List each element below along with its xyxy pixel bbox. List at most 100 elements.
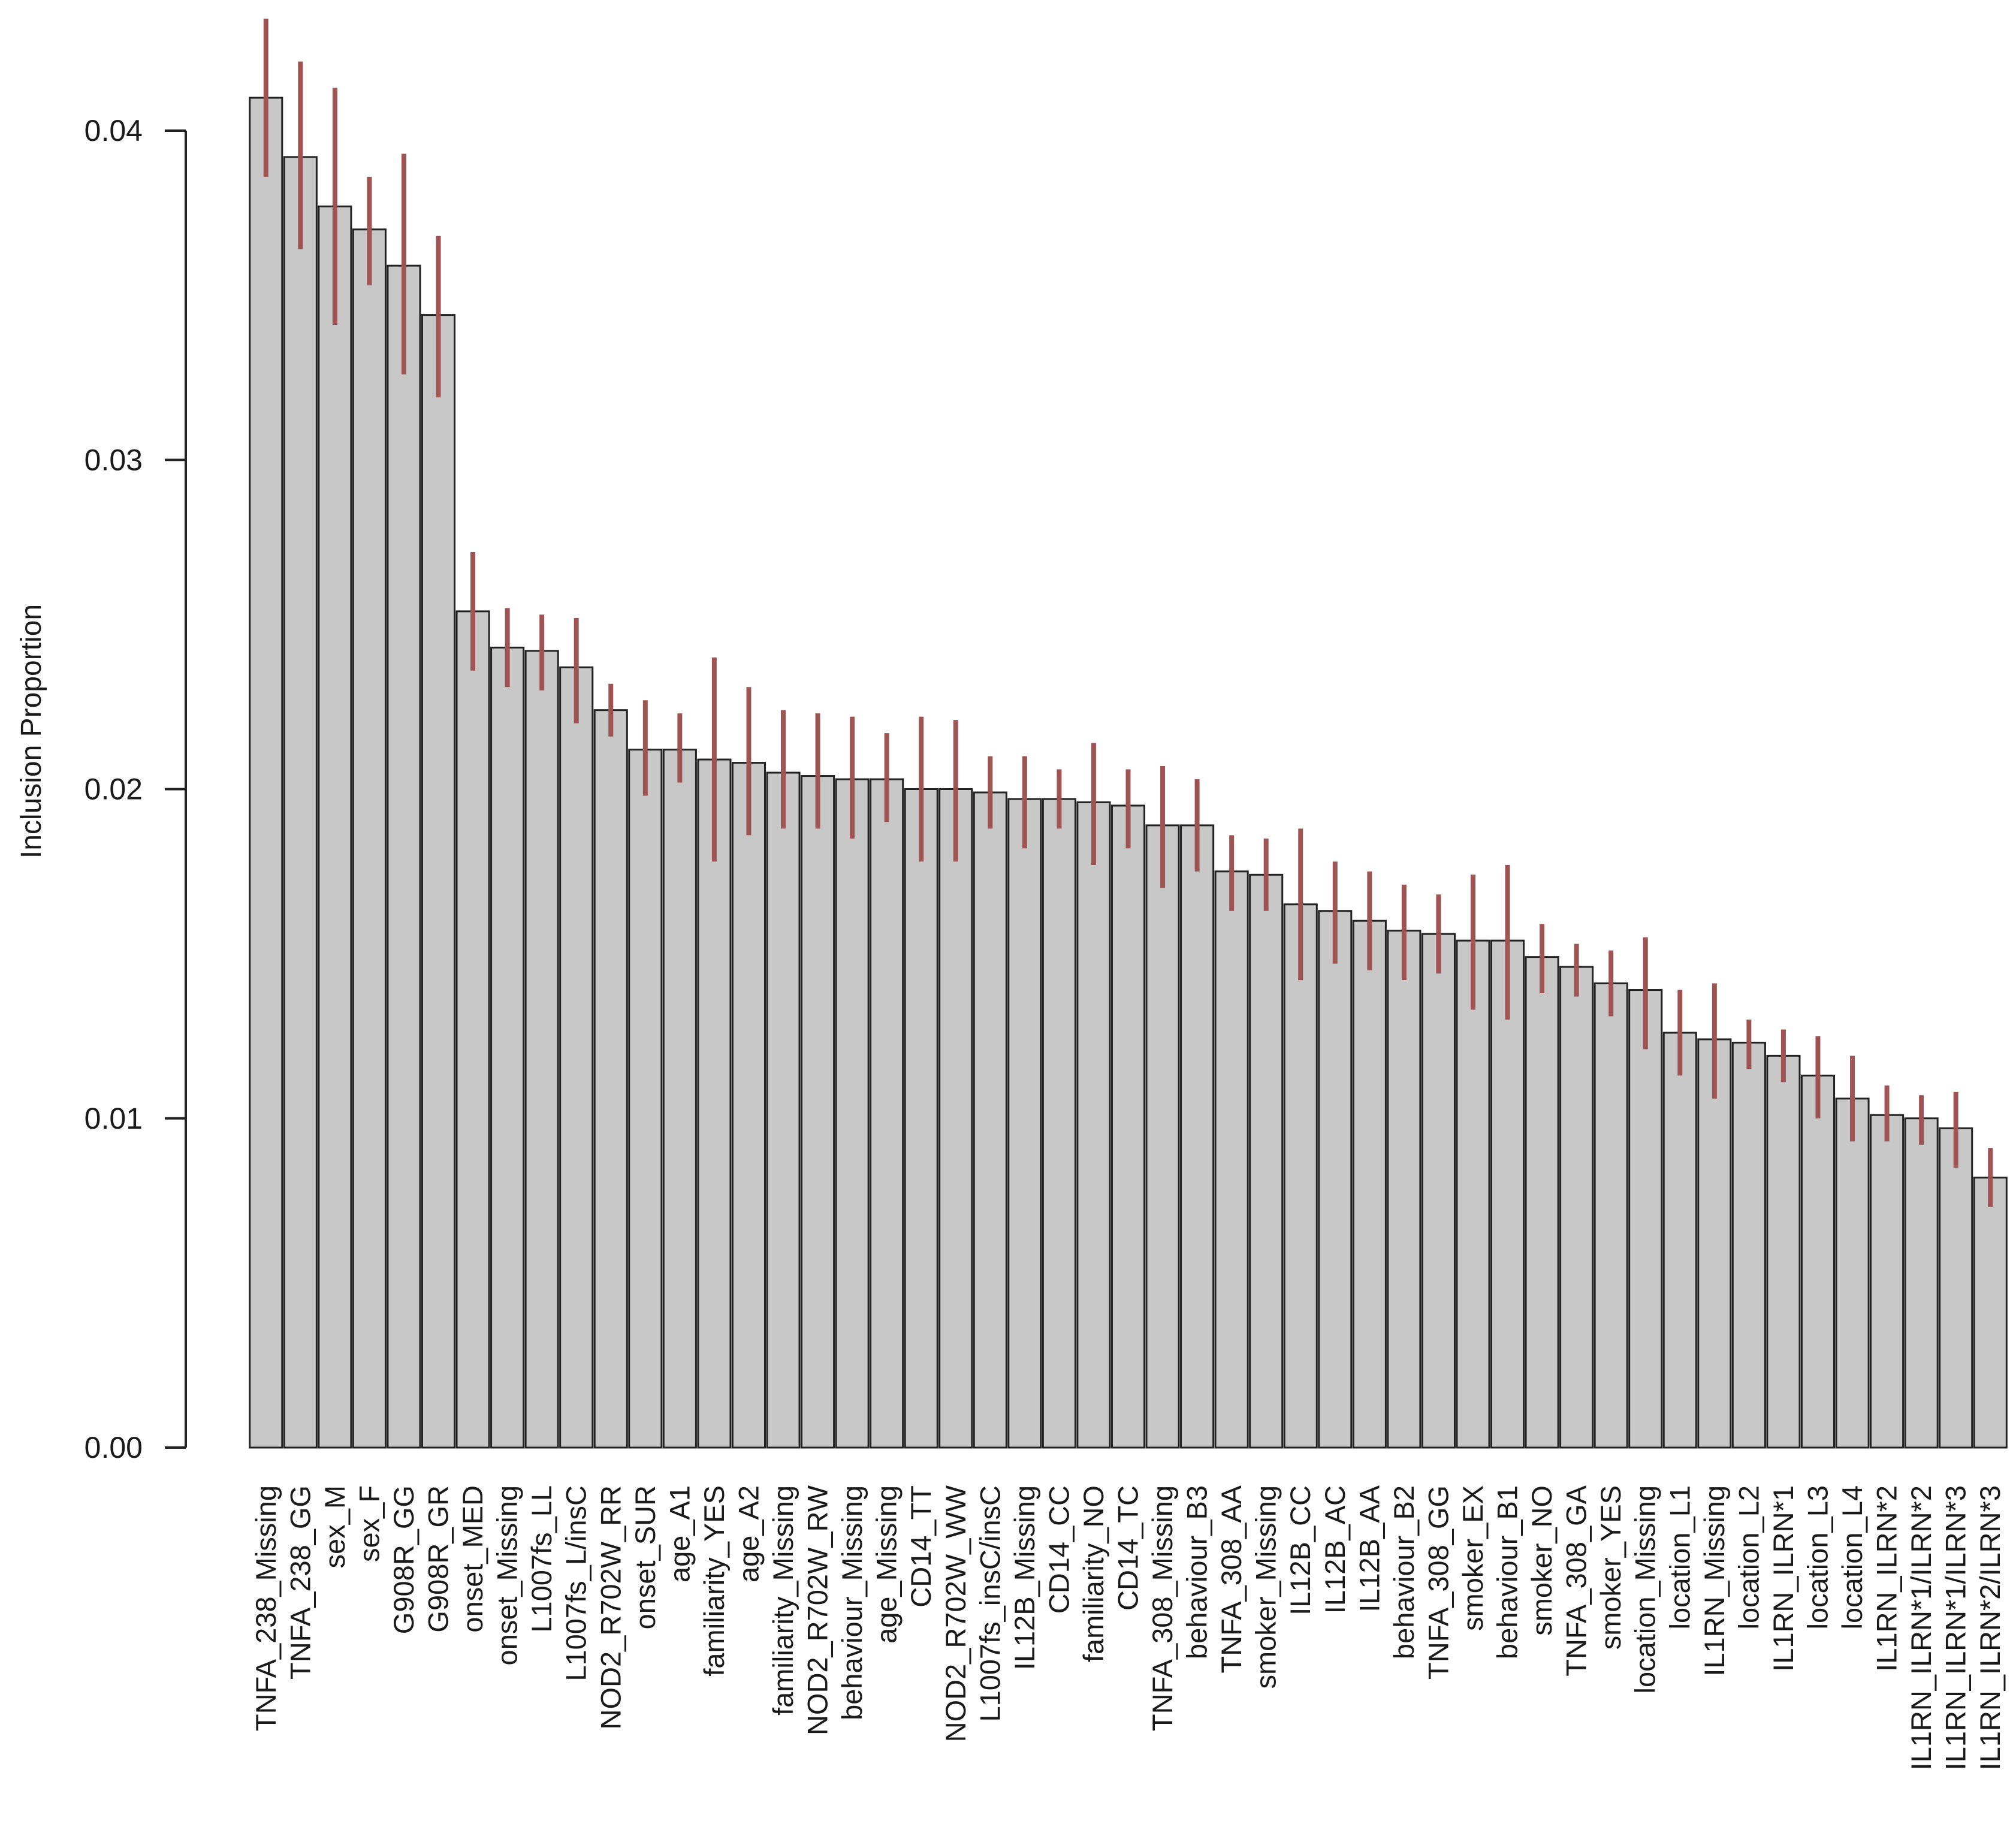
bar (766, 771, 801, 1449)
bar (1352, 919, 1387, 1449)
x-tick-label: CD14_TT (905, 1485, 937, 1608)
bar (1628, 989, 1663, 1449)
x-tick-label: IL1RN_ILRN*1/ILRN*2 (1905, 1485, 1937, 1770)
bar (731, 762, 766, 1449)
bar (352, 228, 387, 1449)
x-tick-label: G908R_GG (388, 1485, 420, 1634)
x-tick-label: TNFA_308_Missing (1146, 1485, 1178, 1731)
x-tick-label: behaviour_B3 (1181, 1485, 1213, 1659)
x-tick-label: onset_MED (457, 1485, 488, 1633)
bar (455, 610, 490, 1449)
bar (835, 778, 870, 1449)
bar (1076, 801, 1111, 1449)
bar (1318, 910, 1353, 1449)
x-tick-label: behaviour_B1 (1492, 1485, 1523, 1659)
x-tick-label: location_L2 (1733, 1485, 1764, 1629)
x-tick-label: IL1RN_ILRN*1 (1767, 1485, 1799, 1672)
bar (524, 650, 559, 1449)
x-tick-label: TNFA_238_Missing (250, 1485, 282, 1731)
x-tick-label: IL1RN_ILRN*2/ILRN*3 (1974, 1485, 2006, 1770)
bar (1180, 824, 1215, 1449)
x-tick-label: IL1RN_ILRN*1/ILRN*3 (1940, 1485, 1972, 1770)
x-tick-label: behaviour_Missing (836, 1485, 868, 1720)
x-tick-label: sex_M (319, 1485, 351, 1568)
bar (904, 788, 938, 1449)
bar (1697, 1038, 1732, 1449)
bar (801, 775, 835, 1449)
bar (1731, 1041, 1766, 1449)
bar (1110, 804, 1146, 1449)
x-tick-label: CD14_CC (1043, 1485, 1075, 1614)
bar (1490, 939, 1525, 1449)
x-tick-label: CD14_TC (1112, 1485, 1144, 1611)
bar (697, 758, 732, 1449)
bar (1249, 873, 1284, 1449)
y-axis: 0.00 0.01 0.02 0.03 0.04 (84, 114, 187, 1464)
bar (973, 791, 1007, 1449)
x-tick-label: IL12B_AA (1353, 1485, 1385, 1612)
x-labels-group: TNFA_238_Missing TNFA_238_GG sex_M sex_F G90… (250, 1485, 2006, 1770)
x-tick-label: IL1RN_ILRN*2 (1871, 1485, 1903, 1672)
x-tick-label: L1007fs_LL (526, 1485, 557, 1633)
bar (1939, 1127, 1973, 1449)
bar (249, 97, 283, 1449)
bar (283, 156, 318, 1449)
error-bars-group (263, 19, 1993, 1208)
bar (1525, 956, 1559, 1449)
y-tick-label: 0.02 (84, 773, 143, 806)
x-tick-label: TNFA_308_AA (1215, 1485, 1247, 1673)
bar (559, 666, 594, 1449)
x-tick-label: familiarity_Missing (767, 1485, 799, 1716)
x-tick-label: IL1RN_Missing (1698, 1485, 1730, 1677)
x-tick-label: location_L3 (1801, 1485, 1833, 1629)
bar (662, 749, 697, 1449)
x-tick-label: TNFA_238_GG (284, 1485, 316, 1680)
bar (1662, 1032, 1697, 1449)
x-tick-label: NOD2_R702W_RR (594, 1485, 626, 1729)
bar (1042, 798, 1076, 1449)
x-tick-label: TNFA_308_GA (1561, 1485, 1592, 1676)
x-tick-label: age_Missing (871, 1485, 903, 1644)
bar (870, 778, 904, 1449)
x-tick-label: smoker_Missing (1250, 1485, 1282, 1689)
bar (421, 314, 456, 1449)
x-tick-label: age_A1 (663, 1485, 695, 1582)
y-axis-title: Inclusion Proportion (16, 604, 47, 858)
bar (1904, 1117, 1939, 1449)
x-tick-label: NOD2_R702W_RW (802, 1485, 834, 1735)
y-tick-label: 0.01 (84, 1102, 143, 1135)
x-tick-label: onset_SUR (629, 1485, 661, 1629)
x-tick-label: IL12B_CC (1284, 1485, 1316, 1615)
bar (1973, 1177, 2008, 1449)
bar (1800, 1074, 1836, 1449)
x-tick-label: location_Missing (1629, 1485, 1661, 1693)
bar (628, 749, 663, 1449)
x-tick-label: location_L4 (1836, 1485, 1868, 1629)
bar (1214, 870, 1249, 1449)
bar (593, 709, 628, 1449)
bar (938, 788, 973, 1449)
x-tick-label: IL12B_AC (1319, 1485, 1351, 1614)
bar (1766, 1054, 1801, 1449)
x-tick-label: IL12B_Missing (1009, 1485, 1040, 1670)
x-tick-label: behaviour_B2 (1388, 1485, 1420, 1659)
x-tick-label: TNFA_308_GG (1422, 1485, 1454, 1680)
bar (318, 205, 352, 1449)
bar (1007, 798, 1042, 1449)
x-tick-label: familiarity_YES (698, 1485, 730, 1677)
x-tick-label: smoker_YES (1595, 1485, 1626, 1650)
bar (1456, 939, 1490, 1449)
bar (1594, 982, 1628, 1449)
bar (490, 646, 525, 1449)
y-tick-label: 0.00 (84, 1431, 143, 1464)
x-tick-label: onset_Missing (491, 1485, 523, 1665)
x-tick-label: smoker_NO (1526, 1485, 1558, 1636)
x-tick-label: sex_F (353, 1485, 385, 1562)
bar (1283, 903, 1318, 1449)
x-tick-label: L1007fs_L/insC (560, 1485, 592, 1681)
y-tick-label: 0.04 (84, 114, 143, 147)
bar (1145, 824, 1180, 1449)
bar (1835, 1098, 1870, 1449)
x-tick-label: smoker_EX (1457, 1485, 1489, 1631)
bar (1421, 933, 1456, 1449)
